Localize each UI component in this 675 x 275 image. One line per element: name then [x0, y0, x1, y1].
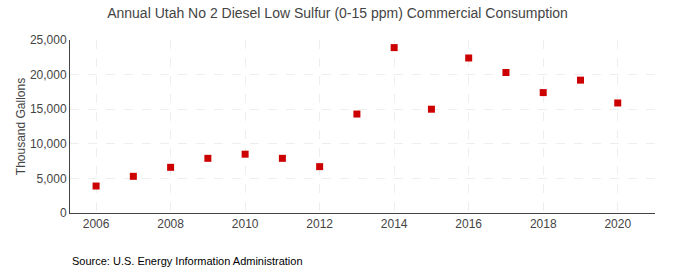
svg-text:20,000: 20,000 [30, 68, 67, 82]
svg-text:2006: 2006 [83, 217, 110, 231]
svg-text:2016: 2016 [455, 217, 482, 231]
svg-text:Annual Utah No 2 Diesel Low Su: Annual Utah No 2 Diesel Low Sulfur (0-15… [107, 5, 568, 21]
svg-text:25,000: 25,000 [30, 33, 67, 47]
svg-text:2018: 2018 [530, 217, 557, 231]
svg-text:2020: 2020 [604, 217, 631, 231]
svg-text:Source: U.S. Energy Informatio: Source: U.S. Energy Information Administ… [72, 255, 303, 267]
svg-text:2010: 2010 [232, 217, 259, 231]
svg-text:2008: 2008 [157, 217, 184, 231]
svg-text:5,000: 5,000 [37, 172, 67, 186]
svg-text:0: 0 [60, 206, 67, 220]
svg-text:2014: 2014 [381, 217, 408, 231]
svg-text:15,000: 15,000 [30, 102, 67, 116]
svg-text:10,000: 10,000 [30, 137, 67, 151]
svg-text:Thousand Gallons: Thousand Gallons [14, 78, 28, 175]
svg-text:2012: 2012 [306, 217, 333, 231]
